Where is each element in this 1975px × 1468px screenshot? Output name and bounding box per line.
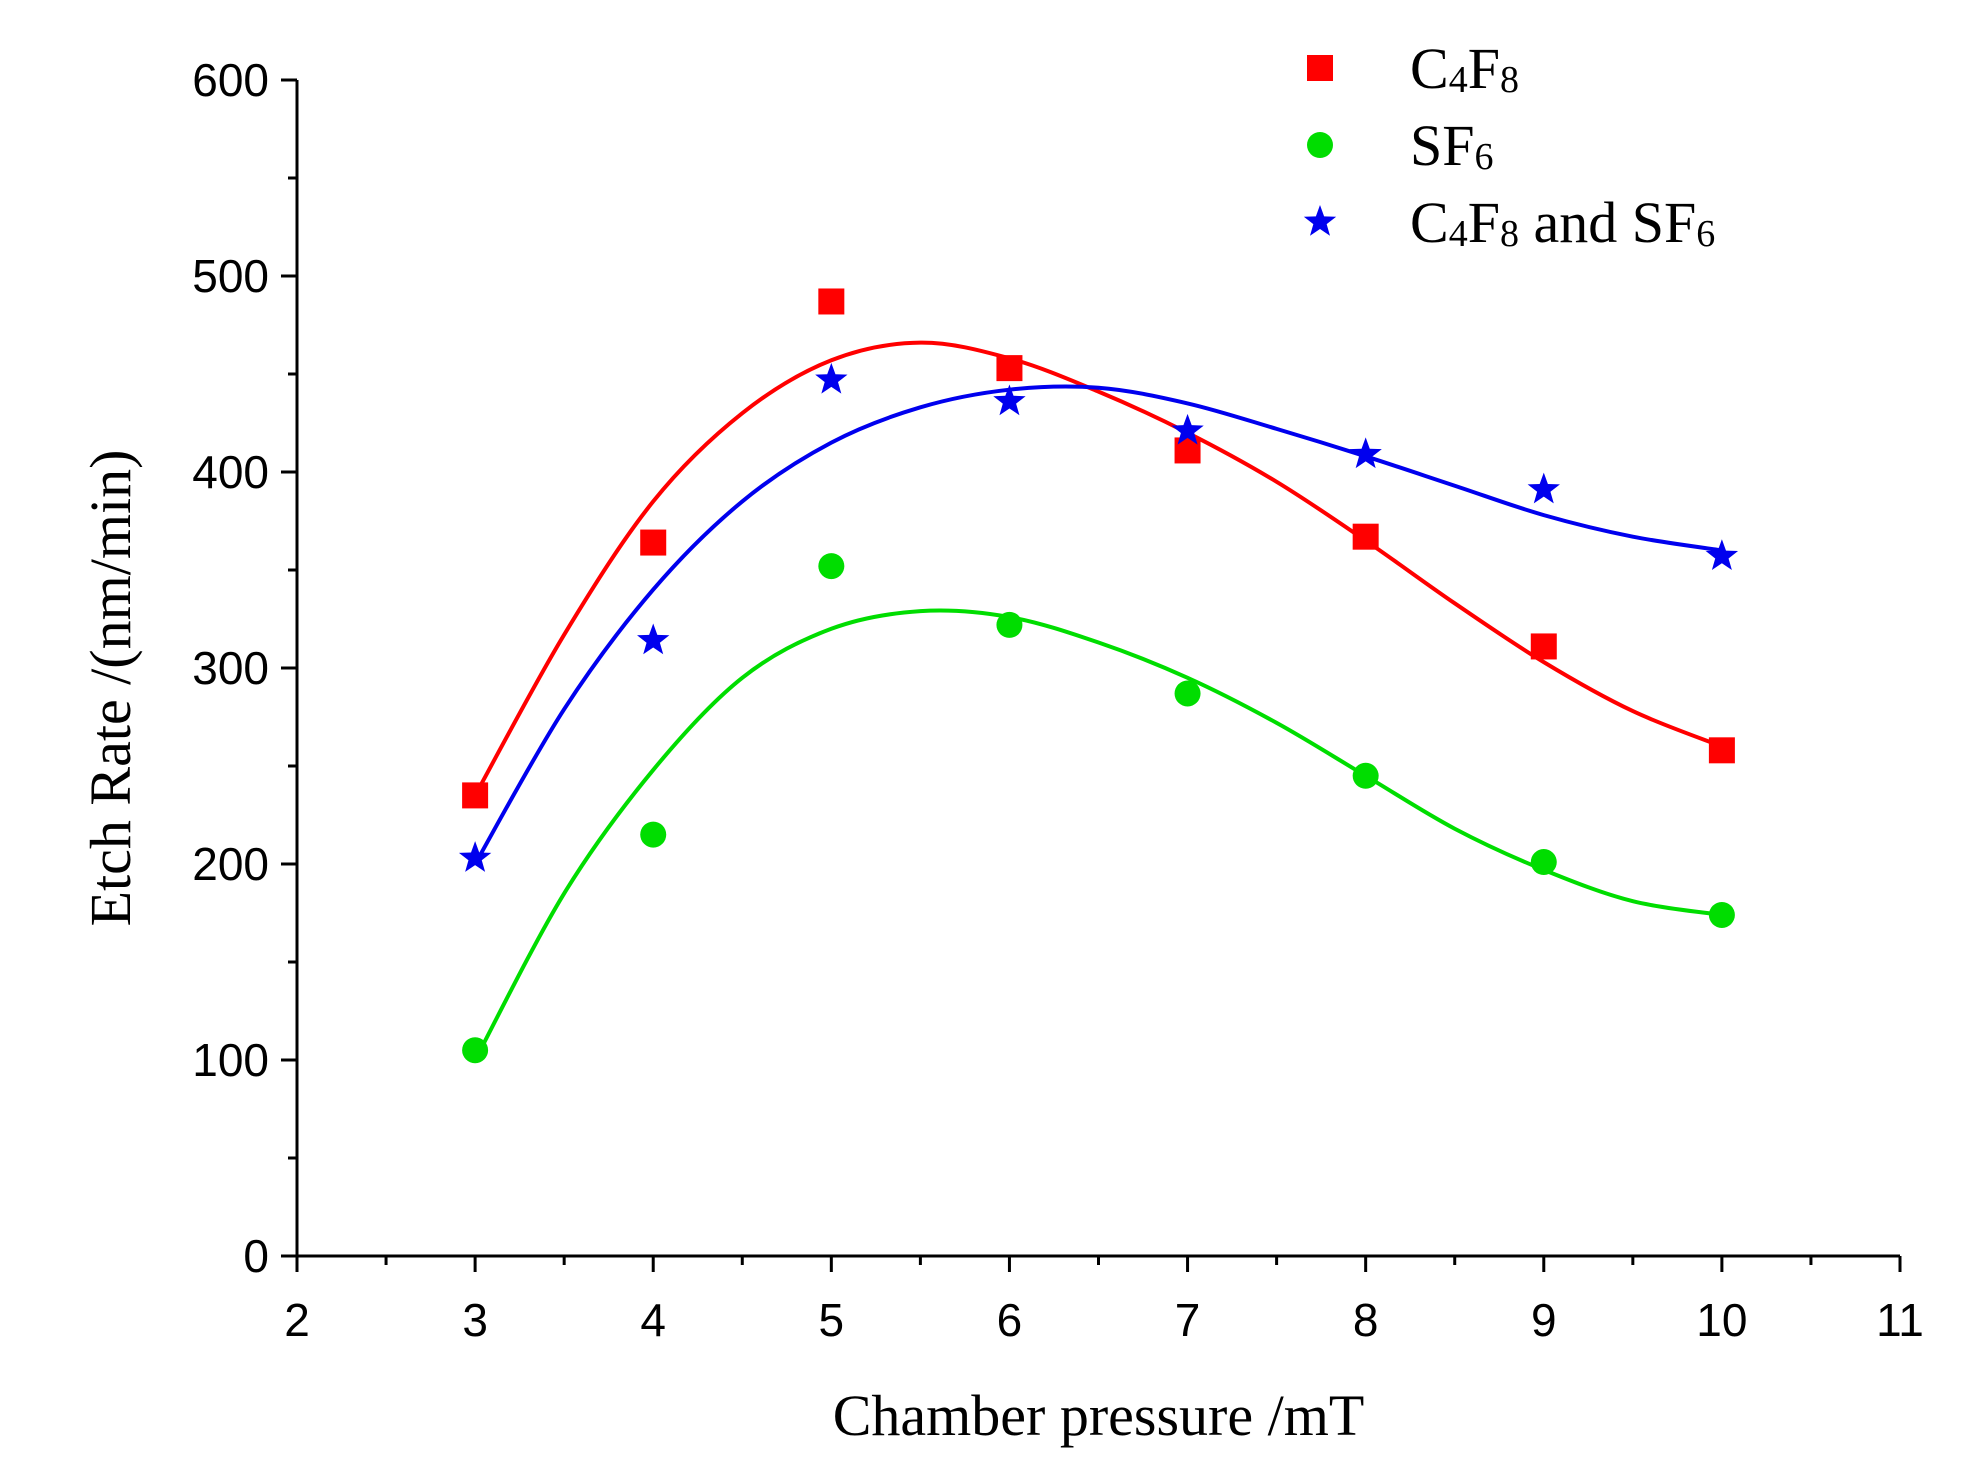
y-tick-label: 0 [243, 1230, 269, 1282]
data-points [458, 288, 1739, 1064]
y-tick-label: 100 [192, 1034, 269, 1086]
data-point-c4f8 [640, 529, 667, 556]
legend-marker-c4f8 [1307, 55, 1333, 81]
fit-curve-sf6 [473, 608, 1723, 1061]
data-point-c4f8 [818, 288, 845, 315]
y-tick-label: 500 [192, 250, 269, 302]
legend-label-sf6: SF6 [1410, 113, 1494, 178]
legend-marker-c4f8-and-sf6 [1303, 205, 1337, 236]
x-tick-label: 5 [819, 1294, 845, 1346]
data-point-c4f8-and-sf6 [637, 623, 670, 655]
y-ticks: 0 100 200 300 400 500 600 [192, 54, 297, 1282]
data-point-c4f8 [1708, 737, 1735, 764]
x-tick-label: 6 [997, 1294, 1023, 1346]
legend-item-c4f8-and-sf6: C4F8 and SF6 [1303, 190, 1715, 255]
fit-curve-c4f8 [473, 340, 1723, 797]
x-tick-label: 9 [1531, 1294, 1557, 1346]
data-point-c4f8-and-sf6 [1527, 472, 1560, 504]
y-tick-label: 200 [192, 838, 269, 890]
legend-item-c4f8: C4F8 [1307, 36, 1519, 101]
data-point-c4f8-and-sf6 [993, 384, 1026, 416]
x-tick-label: 4 [640, 1294, 666, 1346]
data-point-sf6 [818, 553, 845, 580]
data-point-sf6 [996, 611, 1023, 638]
data-point-c4f8 [462, 782, 489, 809]
legend-marker-sf6 [1307, 132, 1333, 158]
data-point-sf6 [1530, 849, 1557, 876]
data-point-sf6 [462, 1037, 489, 1064]
fit-curve-c4f8-and-sf6 [473, 384, 1723, 865]
x-tick-label: 2 [284, 1294, 310, 1346]
legend-item-sf6: SF6 [1307, 113, 1494, 178]
x-axis-title: Chamber pressure /mT [833, 1383, 1365, 1448]
y-tick-label: 300 [192, 642, 269, 694]
data-point-sf6 [640, 821, 667, 848]
data-point-c4f8-and-sf6 [1349, 437, 1382, 469]
legend-label-c4f8: C4F8 [1410, 36, 1519, 101]
data-point-sf6 [1352, 762, 1379, 789]
data-point-c4f8 [1352, 523, 1379, 550]
data-point-c4f8 [996, 355, 1023, 382]
data-point-sf6 [1174, 680, 1201, 707]
x-tick-label: 3 [462, 1294, 488, 1346]
data-point-c4f8 [1174, 437, 1201, 464]
y-tick-label: 400 [192, 446, 269, 498]
axes [295, 80, 1900, 1258]
x-tick-label: 7 [1175, 1294, 1201, 1346]
x-tick-label: 10 [1696, 1294, 1747, 1346]
data-point-c4f8 [1530, 633, 1557, 660]
fit-curves [473, 340, 1723, 1061]
x-tick-label: 8 [1353, 1294, 1379, 1346]
x-tick-label: 11 [1876, 1294, 1924, 1346]
legend: C4F8 SF6 C4F8 and SF6 [1303, 36, 1715, 255]
data-point-c4f8-and-sf6 [1171, 413, 1204, 445]
y-tick-label: 600 [192, 54, 269, 106]
data-point-c4f8-and-sf6 [1705, 539, 1739, 571]
data-point-sf6 [1708, 901, 1735, 928]
x-ticks: 2 3 4 5 6 7 8 9 10 11 [284, 1256, 1924, 1346]
data-point-c4f8-and-sf6 [458, 841, 492, 872]
data-point-c4f8-and-sf6 [815, 362, 848, 394]
y-axis-title: Etch Rate /(nm/min) [78, 450, 143, 927]
legend-label-c4f8-and-sf6: C4F8 and SF6 [1410, 190, 1715, 255]
